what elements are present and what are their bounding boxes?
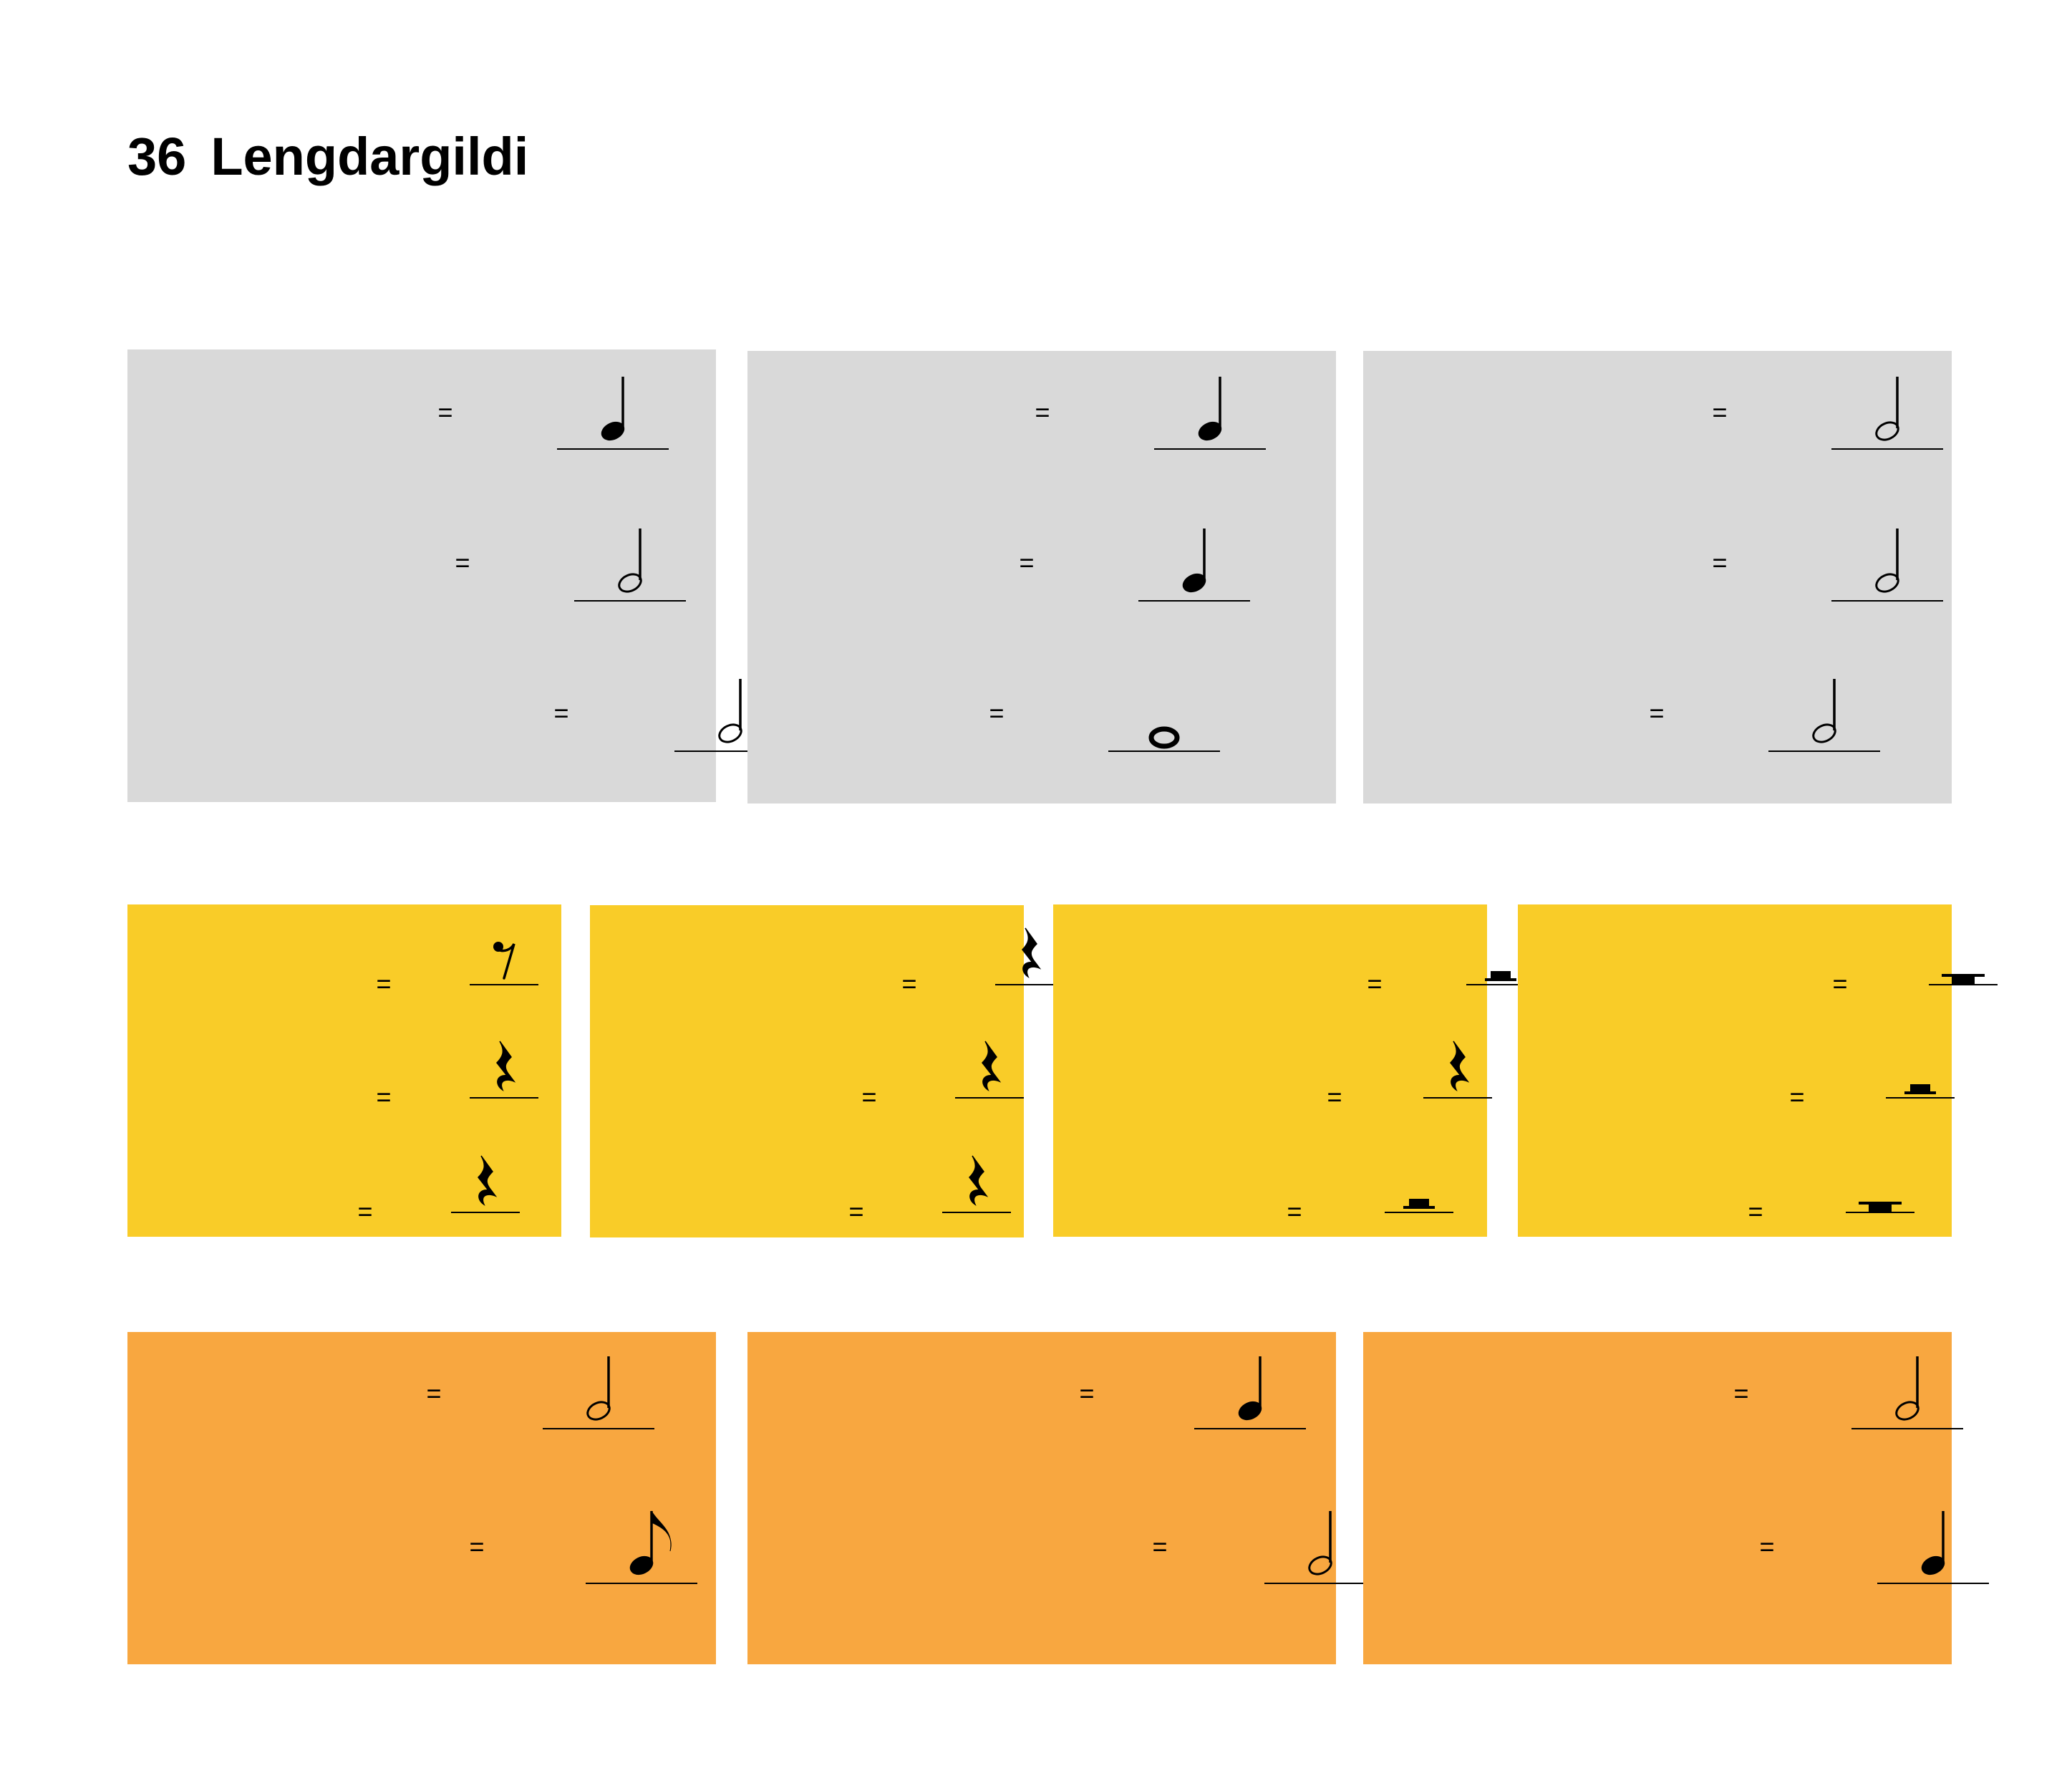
quarter-note-icon (601, 377, 625, 441)
page-title: 36 Lengdargildi (127, 130, 528, 183)
exercise-box-orange (127, 1332, 716, 1664)
equals-sign: = (553, 698, 569, 728)
exercise-box-orange (747, 1332, 1336, 1664)
answer-line[interactable] (470, 984, 538, 985)
equals-sign: = (989, 698, 1004, 728)
half-note-icon (618, 529, 642, 593)
quarter-rest-icon (1022, 927, 1042, 979)
quarter-note-icon (1921, 1511, 1945, 1575)
answer-line[interactable] (1886, 1097, 1955, 1099)
equals-sign: = (848, 1197, 864, 1226)
answer-line[interactable] (1466, 984, 1535, 985)
equals-sign: = (1152, 1532, 1168, 1561)
quarter-rest-icon (969, 1155, 989, 1207)
equals-sign: = (437, 397, 453, 427)
exercise-box-yellow (590, 905, 1024, 1237)
equals-sign: = (376, 1082, 392, 1111)
equals-sign: = (455, 548, 470, 577)
answer-line[interactable] (1154, 448, 1266, 450)
answer-line[interactable] (586, 1583, 697, 1584)
quarter-note-icon (1238, 1356, 1262, 1421)
answer-line[interactable] (995, 984, 1064, 985)
exercise-box-gray (747, 351, 1336, 803)
quarter-rest-icon (496, 1041, 516, 1092)
whole-rest-icon (1942, 974, 1985, 984)
answer-line[interactable] (674, 751, 786, 752)
answer-line[interactable] (1138, 600, 1250, 602)
exercise-box-gray (1363, 351, 1952, 803)
answer-line[interactable] (1851, 1428, 1963, 1429)
equals-sign: = (1327, 1082, 1342, 1111)
half-note-icon (1308, 1511, 1332, 1575)
half-rest-icon (1904, 1084, 1936, 1094)
half-note-icon (1812, 679, 1836, 743)
equals-sign: = (1733, 1379, 1749, 1408)
page-heading: Lengdargildi (210, 127, 529, 186)
answer-line[interactable] (1929, 984, 1998, 985)
equals-sign: = (357, 1197, 373, 1226)
equals-sign: = (1287, 1197, 1302, 1226)
half-note-icon (1875, 377, 1899, 441)
answer-line[interactable] (1768, 751, 1880, 752)
answer-line[interactable] (1108, 751, 1220, 752)
equals-sign: = (1748, 1197, 1763, 1226)
answer-line[interactable] (1831, 448, 1943, 450)
equals-sign: = (1759, 1532, 1775, 1561)
equals-sign: = (1019, 548, 1035, 577)
quarter-rest-icon (1450, 1041, 1470, 1092)
half-note-icon (718, 679, 742, 743)
answer-line[interactable] (1385, 1212, 1453, 1213)
answer-line[interactable] (942, 1212, 1011, 1213)
half-note-icon (1875, 529, 1899, 593)
half-note-icon (586, 1356, 611, 1421)
equals-sign: = (1832, 969, 1848, 998)
half-note-icon (1895, 1356, 1919, 1421)
equals-sign: = (1789, 1082, 1805, 1111)
equals-sign: = (1035, 397, 1050, 427)
equals-sign: = (426, 1379, 442, 1408)
whole-note-icon (1148, 726, 1180, 749)
exercise-box-yellow (1053, 904, 1487, 1237)
equals-sign: = (1712, 397, 1728, 427)
answer-line[interactable] (1877, 1583, 1989, 1584)
eighth-rest-icon (493, 942, 515, 980)
equals-sign: = (901, 969, 917, 998)
quarter-rest-icon (982, 1041, 1002, 1092)
quarter-note-icon (1198, 377, 1222, 441)
answer-line[interactable] (1194, 1428, 1306, 1429)
equals-sign: = (1079, 1379, 1095, 1408)
half-rest-icon (1403, 1199, 1435, 1209)
answer-line[interactable] (1423, 1097, 1492, 1099)
answer-line[interactable] (1831, 600, 1943, 602)
exercise-box-yellow (127, 904, 561, 1237)
quarter-rest-icon (478, 1155, 498, 1207)
answer-line[interactable] (470, 1097, 538, 1099)
answer-line[interactable] (557, 448, 669, 450)
answer-line[interactable] (574, 600, 686, 602)
exercise-box-yellow (1518, 904, 1952, 1237)
answer-line[interactable] (955, 1097, 1024, 1099)
answer-line[interactable] (543, 1428, 654, 1429)
eighth-note-icon (629, 1510, 672, 1575)
quarter-note-icon (1182, 529, 1206, 593)
half-rest-icon (1485, 971, 1516, 981)
equals-sign: = (1649, 698, 1665, 728)
equals-sign: = (469, 1532, 485, 1561)
answer-line[interactable] (451, 1212, 520, 1213)
answer-line[interactable] (1846, 1212, 1914, 1213)
whole-rest-icon (1859, 1202, 1902, 1212)
equals-sign: = (376, 969, 392, 998)
answer-line[interactable] (1264, 1583, 1376, 1584)
equals-sign: = (861, 1082, 877, 1111)
page-number: 36 (127, 127, 187, 186)
exercise-box-orange (1363, 1332, 1952, 1664)
equals-sign: = (1367, 969, 1383, 998)
equals-sign: = (1712, 548, 1728, 577)
